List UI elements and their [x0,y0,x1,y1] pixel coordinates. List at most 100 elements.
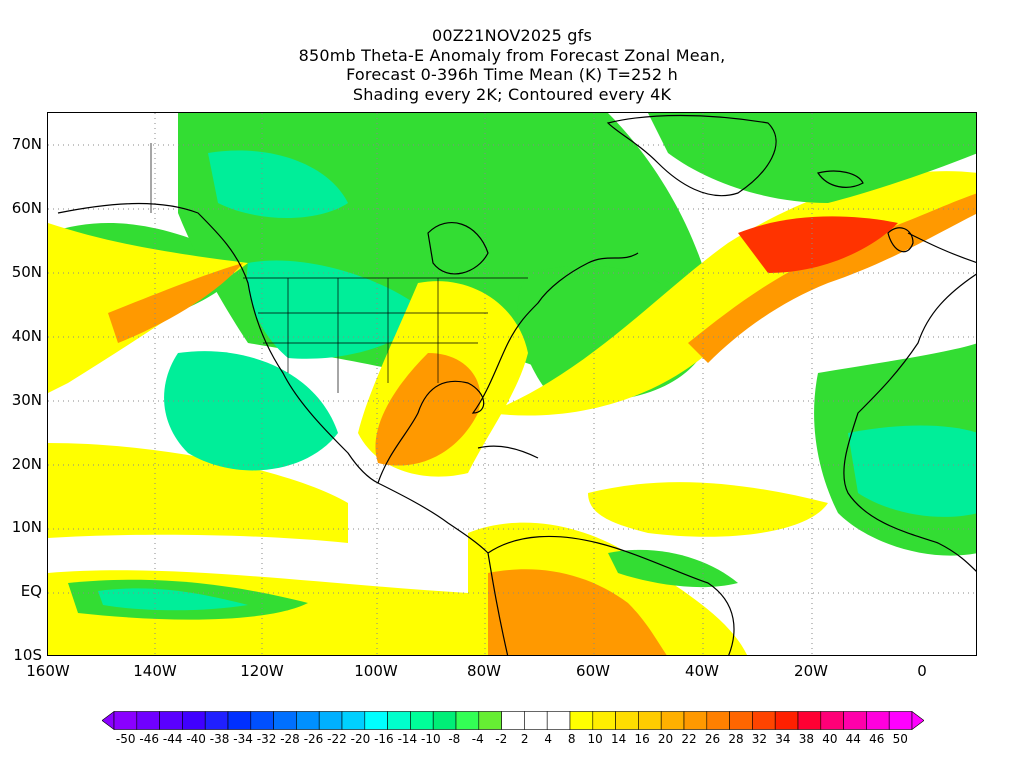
colorbar-cell [660,711,685,730]
colorbar [102,711,924,730]
map-coastlines [57,114,976,655]
colorbar-label: 8 [567,732,576,746]
lat-label-eq: EQ [20,582,42,600]
lat-label-60n: 60N [11,199,42,217]
colorbar-cell [888,711,913,730]
field-tropical-atlantic-yellow [588,482,828,537]
colorbar-label: -34 [233,732,253,746]
lon-label-80w: 80W [467,662,501,680]
colorbar-cell [843,711,867,730]
lon-label-60w: 60W [576,662,610,680]
lat-label-40n: 40N [11,327,42,345]
lat-label-20n: 20N [11,455,42,473]
lon-label-140w: 140W [133,662,177,680]
colorbar-label: 10 [587,732,603,746]
colorbar-label: 44 [845,732,861,746]
lon-label-100w: 100W [354,662,398,680]
colorbar-cell [136,711,160,730]
map-title-block: 00Z21NOV2025 gfs 850mb Theta-E Anomaly f… [0,26,1024,104]
lon-label-0: 0 [917,662,927,680]
colorbar-cell [729,711,753,730]
colorbar-cell [592,711,616,730]
colorbar-cell [227,711,252,730]
field-pacific-plume-orange [108,263,243,343]
colorbar-label: -20 [350,732,371,746]
lon-label-120w: 120W [240,662,284,680]
colorbar-cell [774,711,799,730]
colorbar-label: 20 [657,732,674,746]
colorbar-cell [638,711,662,730]
colorbar-cell [341,711,366,730]
colorbar-label: 4 [544,732,553,746]
field-canada-teal [208,150,348,218]
colorbar-label: -26 [303,732,324,746]
colorbar-label: -28 [280,732,300,746]
colorbar-cell [318,711,343,730]
colorbar-cell [478,711,502,730]
colorbar-label: -14 [397,732,418,746]
colorbar-cell [706,711,730,730]
colorbar-end-left [102,711,115,730]
lat-label-10n: 10N [11,518,42,536]
colorbar-cell [455,711,480,730]
colorbar-label: -44 [162,732,183,746]
field-atlantic-conveyor-orange [688,193,976,363]
lon-label-40w: 40W [685,662,719,680]
colorbar-cell [797,711,822,730]
colorbar-label: 50 [892,732,908,746]
colorbar-cell [866,711,890,730]
colorbar-cell [569,711,594,730]
lat-label-10s: 10S [13,646,42,664]
colorbar-cell [159,711,183,730]
map-frame [47,112,977,656]
lat-label-50n: 50N [11,263,42,281]
colorbar-label: -38 [209,732,230,746]
colorbar-cell [273,711,297,730]
colorbar-label: 16 [634,732,650,746]
colorbar-label: -4 [471,732,484,746]
colorbar-label: 2 [520,732,529,746]
colorbar-label: 46 [869,732,885,746]
colorbar-label: 38 [798,732,815,746]
colorbar-cell [524,711,548,730]
colorbar-cell [364,711,388,730]
lon-label-20w: 20W [794,662,828,680]
colorbar-label: -22 [327,732,347,746]
colorbar-label: -40 [186,732,206,746]
field-south-pacific-teal [98,588,248,611]
colorbar-cell [683,711,708,730]
colorbar-cell [113,711,138,730]
colorbar-label: 22 [681,732,697,746]
lat-label-30n: 30N [11,391,42,409]
theta-e-anomaly-map [48,113,976,655]
colorbar-label: -8 [448,732,461,746]
title-line-2: 850mb Theta-E Anomaly from Forecast Zona… [298,45,726,65]
colorbar-cell [296,711,320,730]
field-pacific-yellow-band [48,443,348,543]
colorbar-label: 32 [751,732,768,746]
colorbar-cell [501,711,525,730]
colorbar-label: 40 [822,732,838,746]
colorbar-cell [615,711,639,730]
colorbar-cell [182,711,206,730]
colorbar-cell [752,711,776,730]
lat-label-70n: 70N [11,135,42,153]
title-line-1: 00Z21NOV2025 gfs [431,26,593,45]
title-line-4: Shading every 2K; Contoured every 4K [352,84,672,104]
colorbar-label: -2 [495,732,508,746]
colorbar-label: 28 [728,732,744,746]
map-political-borders [150,143,528,393]
colorbar-cell [546,711,571,730]
colorbar-cell [204,711,229,730]
colorbar-label: 26 [704,732,721,746]
colorbar-cells [102,711,924,730]
title-line-3: Forecast 0-396h Time Mean (K) T=252 h [346,65,678,84]
field-us-teal [247,260,428,359]
lon-label-160w: 160W [26,662,70,680]
colorbar-end-right [911,711,924,730]
colorbar-label: -50 [115,732,136,746]
field-south-atlantic-green [608,549,738,588]
colorbar-cell [820,711,844,730]
colorbar-label: -10 [421,732,441,746]
field-north-atlantic-red [738,216,898,273]
